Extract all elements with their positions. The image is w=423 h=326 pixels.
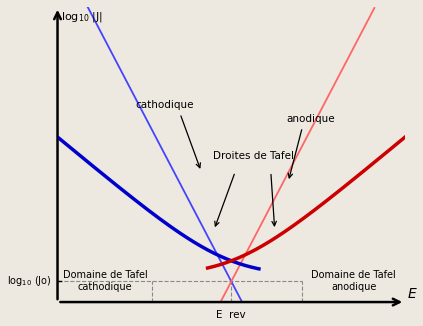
Text: anodique: anodique: [286, 114, 335, 124]
Text: E  rev: E rev: [217, 310, 246, 320]
Text: Domaine de Tafel
cathodique: Domaine de Tafel cathodique: [63, 270, 147, 292]
Text: cathodique: cathodique: [135, 100, 193, 110]
Text: Domaine de Tafel
anodique: Domaine de Tafel anodique: [311, 270, 396, 292]
Text: log$_{10}$ |J|: log$_{10}$ |J|: [61, 10, 104, 24]
Text: E: E: [407, 287, 416, 301]
Text: log$_{10}$ (Jo): log$_{10}$ (Jo): [7, 274, 51, 289]
Text: Droites de Tafel: Droites de Tafel: [213, 151, 294, 161]
